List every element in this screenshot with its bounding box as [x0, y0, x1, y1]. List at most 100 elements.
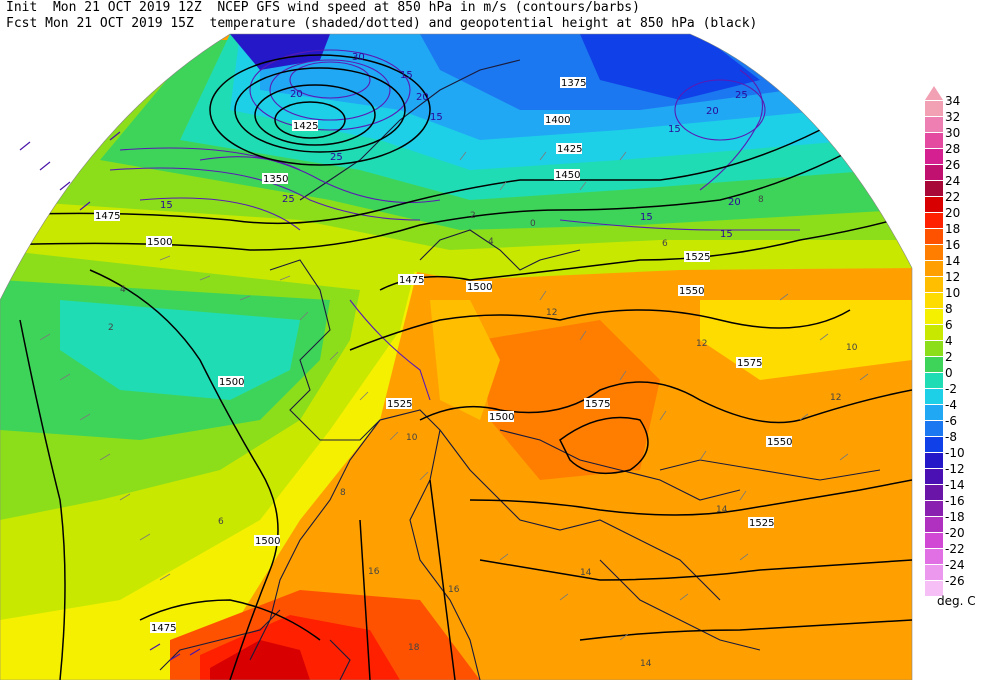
colorbar-swatch: [925, 484, 943, 500]
wind-label: 20: [728, 197, 741, 208]
colorbar-swatch: [925, 516, 943, 532]
colorbar-label: 2: [945, 350, 953, 364]
colorbar-label: 0: [945, 366, 953, 380]
colorbar-swatch: [925, 260, 943, 276]
temperature-colorbar: 34 32 30 28 26 24 22 20 18 16 14 12 10 8 6 4 2 0 -2 -4 -6 -8-…: [925, 86, 995, 616]
colorbar-swatch: [925, 196, 943, 212]
colorbar-swatch: [925, 436, 943, 452]
wind-label: 15: [720, 229, 733, 240]
colorbar-swatch: [925, 100, 943, 116]
colorbar-swatch: [925, 132, 943, 148]
height-label: 1550: [767, 437, 792, 448]
colorbar-swatch: [925, 500, 943, 516]
wind-speed-contours: [109, 49, 800, 401]
colorbar-label: -8: [945, 430, 957, 444]
wind-label: 20: [290, 89, 303, 100]
temp-label: 12: [696, 339, 707, 349]
colorbar-swatch: [925, 324, 943, 340]
temp-label: 6: [662, 239, 668, 249]
temp-label: 10: [846, 343, 858, 353]
height-label: 1425: [293, 121, 318, 132]
temp-label: 12: [546, 308, 557, 318]
height-label: 1450: [555, 170, 580, 181]
temp-label: 10: [406, 433, 418, 443]
wind-barbs: [39, 151, 869, 641]
height-label: 1500: [219, 377, 244, 388]
colorbar-label: 28: [945, 142, 961, 156]
colorbar-label: -12: [945, 462, 965, 476]
temp-label: 12: [830, 393, 841, 403]
init-line: Init Mon 21 OCT 2019 12Z NCEP GFS wind s…: [6, 0, 640, 15]
colorbar-swatch: [925, 228, 943, 244]
temp-label: 14: [716, 505, 728, 515]
wind-label: 15: [640, 212, 653, 223]
wind-label: 15: [160, 200, 173, 211]
colorbar-label: 20: [945, 206, 961, 220]
colorbar-swatch: [925, 116, 943, 132]
temp-label: 16: [448, 585, 460, 595]
colorbar-swatch: [925, 404, 943, 420]
colorbar-label: -24: [945, 558, 965, 572]
strong-wind-barbs: [19, 131, 201, 661]
colorbar-swatch: [925, 468, 943, 484]
colorbar-label: 30: [945, 126, 961, 140]
height-label: 1500: [255, 536, 280, 547]
temp-label: 14: [640, 659, 652, 669]
colorbar-label: 4: [945, 334, 953, 348]
temperature-shading: [0, 34, 912, 680]
colorbar-label: 26: [945, 158, 961, 172]
height-label: 1425: [557, 144, 582, 155]
temp-label: 18: [408, 643, 420, 653]
colorbar-swatch: [925, 564, 943, 580]
colorbar-label: 12: [945, 270, 961, 284]
wind-label: 25: [330, 152, 343, 163]
height-label-group: 1350 1375 1400 1425 1450 1475 1500 1525 …: [94, 77, 792, 634]
colorbar-label: -18: [945, 510, 965, 524]
colorbar-label: -2: [945, 382, 957, 396]
wind-label: 20: [416, 92, 429, 103]
colorbar-label: 32: [945, 110, 961, 124]
colorbar-swatch: [925, 388, 943, 404]
colorbar-label: 18: [945, 222, 961, 236]
colorbar-label: -14: [945, 478, 965, 492]
temp-label: 0: [530, 219, 536, 229]
height-label: 1350: [263, 174, 288, 185]
colorbar-swatch: [925, 148, 943, 164]
height-label: 1525: [387, 399, 412, 410]
colorbar-label: -20: [945, 526, 965, 540]
colorbar-label: 6: [945, 318, 953, 332]
map-header: Init Mon 21 OCT 2019 12Z NCEP GFS wind s…: [6, 0, 758, 32]
colorbar-swatch: [925, 308, 943, 324]
colorbar-swatch: [925, 340, 943, 356]
height-label: 1550: [679, 286, 704, 297]
wind-label: 20: [706, 106, 719, 117]
colorbar-swatch: [925, 452, 943, 468]
colorbar-label: 34: [945, 94, 961, 108]
height-label: 1475: [151, 623, 176, 634]
height-label: 1475: [399, 275, 424, 286]
height-label: 1575: [737, 358, 762, 369]
forecast-line: Fcst Mon 21 OCT 2019 15Z temperature (sh…: [6, 16, 758, 31]
temp-label: 8: [758, 195, 764, 205]
temp-label: 4: [488, 237, 494, 247]
colorbar-swatch: [925, 276, 943, 292]
height-label: 1500: [147, 237, 172, 248]
colorbar-label: 10: [945, 286, 961, 300]
height-label: 1400: [545, 115, 570, 126]
wind-label: 25: [282, 194, 295, 205]
colorbar-swatch: [925, 212, 943, 228]
wind-label: 25: [735, 90, 748, 101]
colorbar-swatch: [925, 420, 943, 436]
colorbar-arrow-tip: [925, 86, 943, 100]
colorbar-label: 8: [945, 302, 953, 316]
colorbar-label: -22: [945, 542, 965, 556]
temperature-label-group: 2 4 6 8 10 12 14 16 14 12 10 8 6 4 2 0 1…: [108, 195, 858, 669]
colorbar-swatch: [925, 532, 943, 548]
colorbar-label: -26: [945, 574, 965, 588]
height-contours: [0, 54, 912, 680]
colorbar-swatch: [925, 244, 943, 260]
colorbar-swatch: [925, 548, 943, 564]
temp-label: 16: [368, 567, 380, 577]
colorbar-swatch: [925, 164, 943, 180]
colorbar-label: 16: [945, 238, 961, 252]
